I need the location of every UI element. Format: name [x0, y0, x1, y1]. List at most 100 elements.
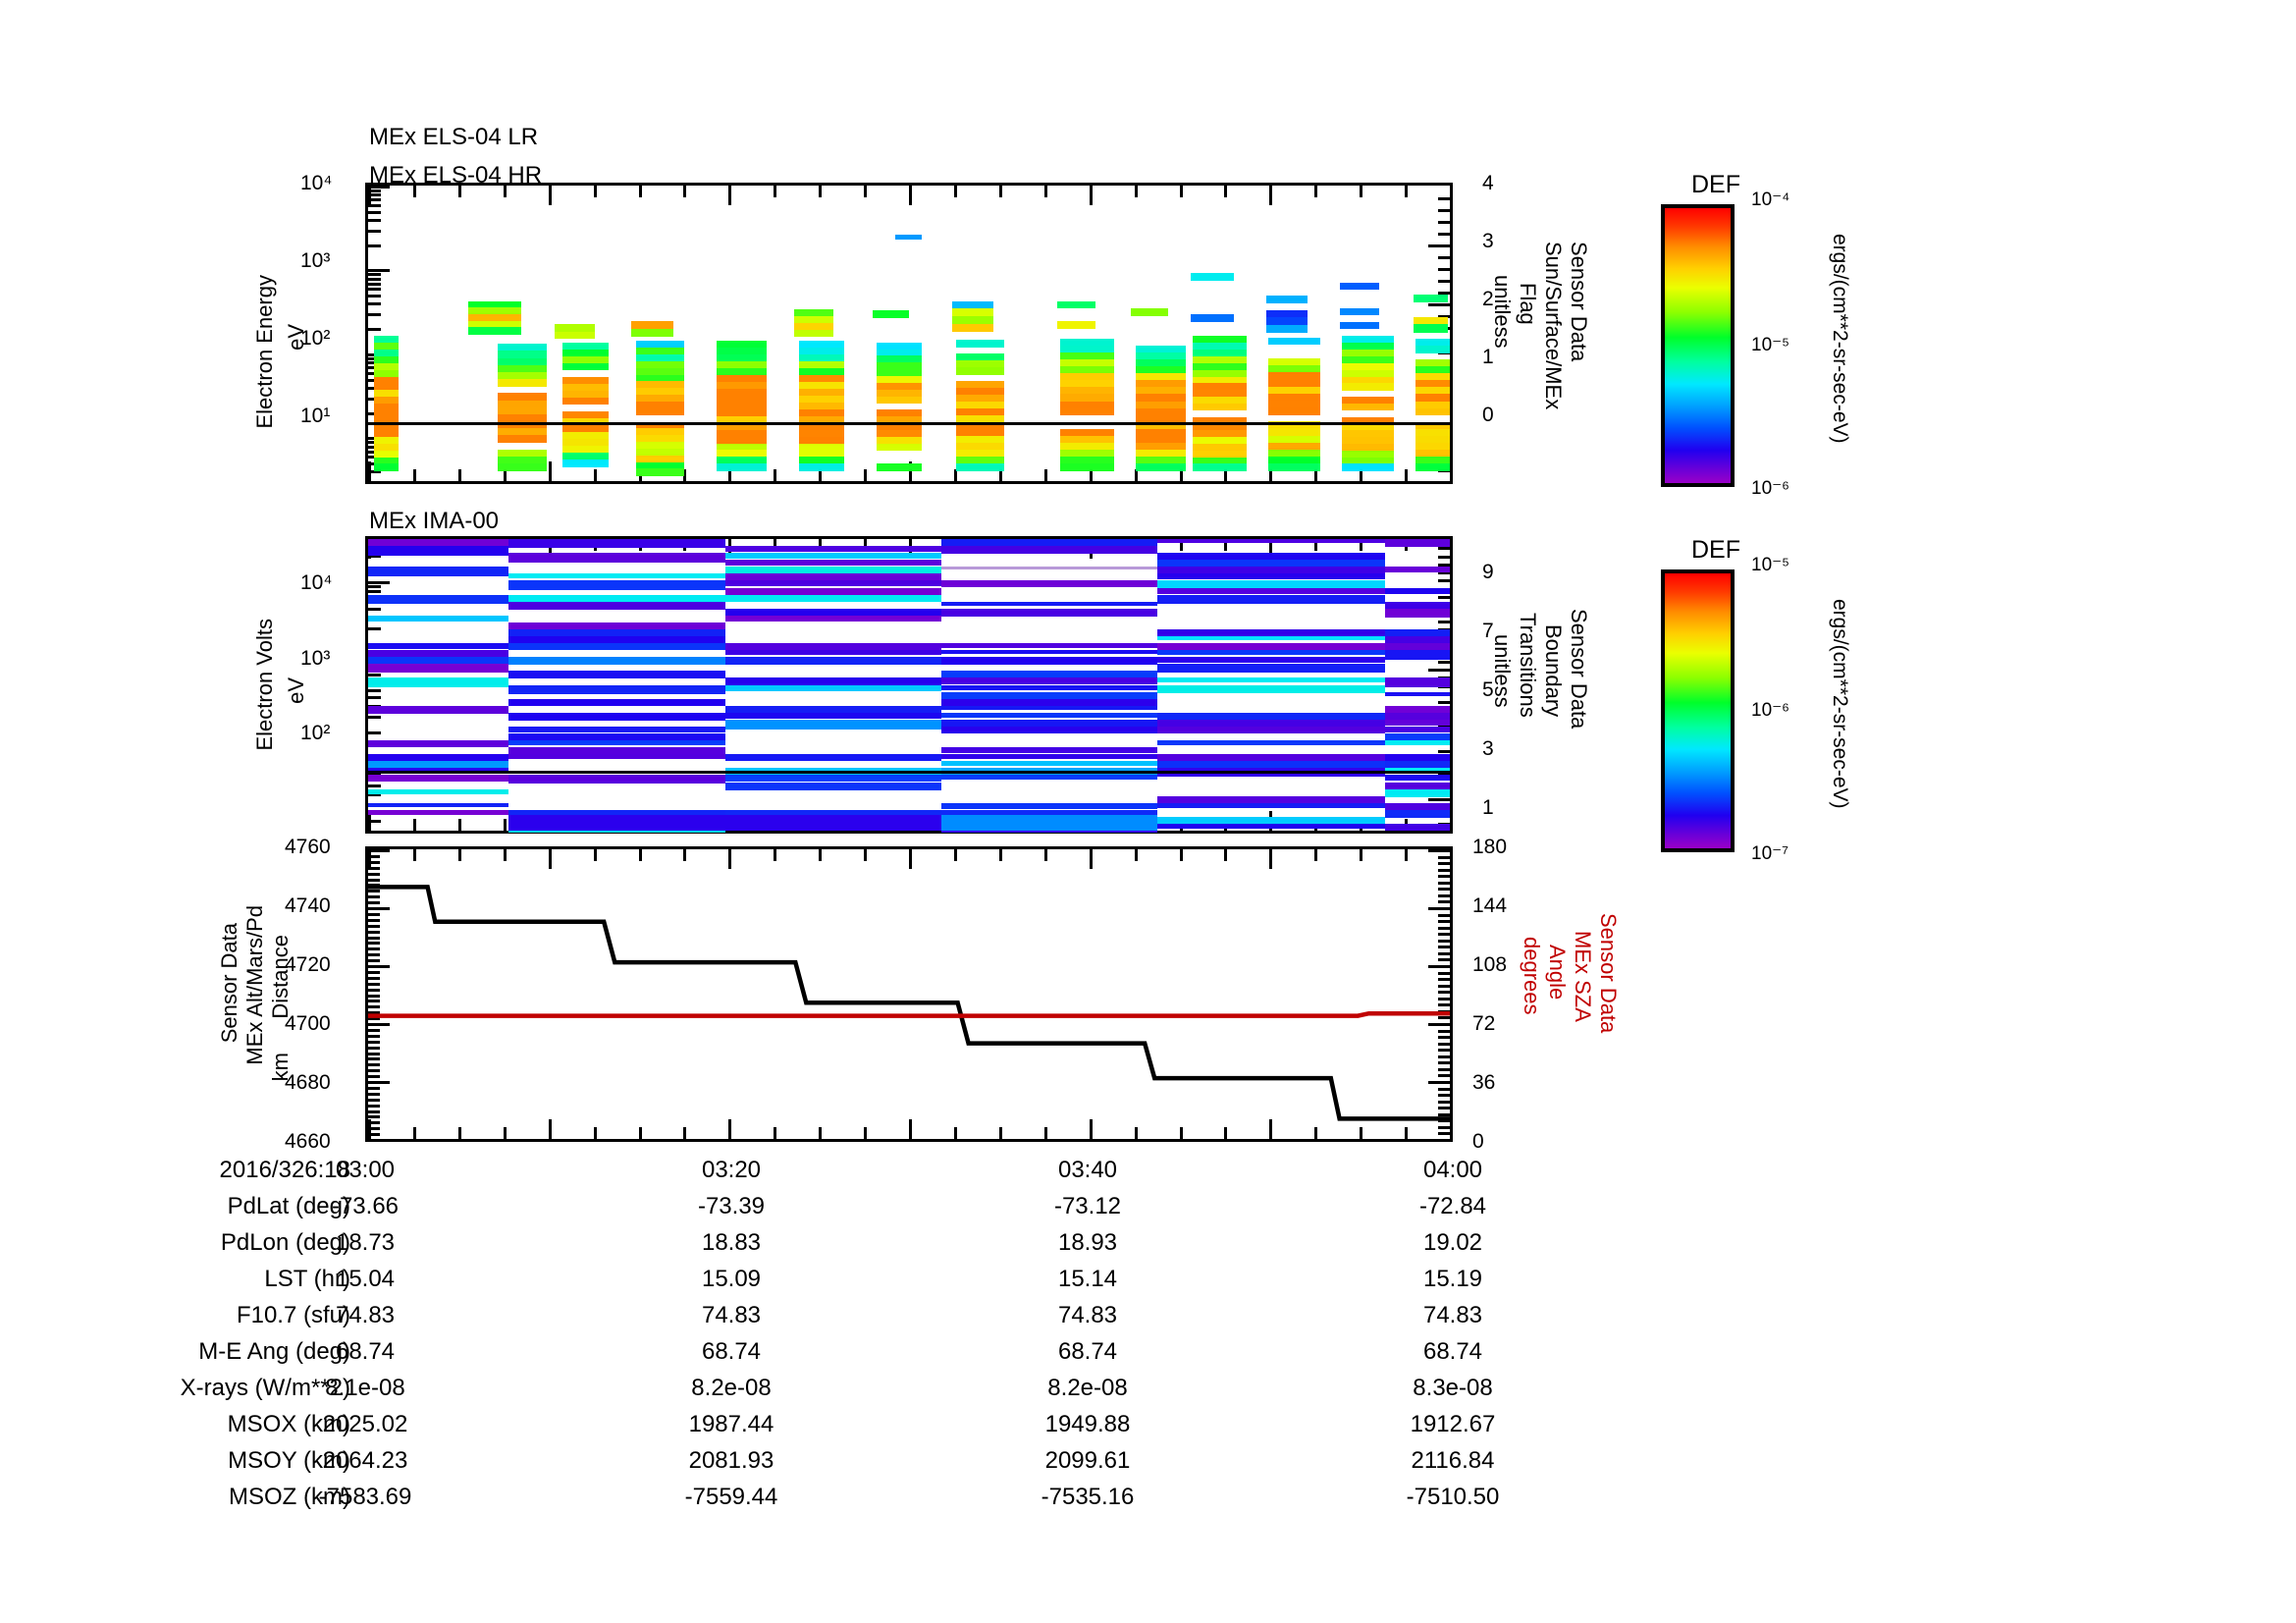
panel2-title: MEx IMA-00 — [369, 508, 500, 534]
axis-tick — [368, 211, 381, 214]
spectrogram-cell — [724, 587, 942, 598]
spectrogram-cell — [1415, 443, 1450, 451]
spectrogram-cell — [1157, 816, 1385, 825]
spectrogram-cell — [1157, 823, 1385, 830]
axis-tick — [1438, 985, 1450, 988]
table-cell: 68.74 — [335, 1338, 396, 1365]
table-cell: -73.39 — [697, 1193, 766, 1219]
axis-tick — [1438, 547, 1450, 550]
table-cell: -73.66 — [331, 1193, 400, 1219]
spectrogram-cell — [724, 650, 942, 656]
spectrogram-cell — [724, 712, 942, 720]
axis-tick — [819, 849, 822, 861]
axis-tick — [1428, 481, 1450, 484]
axis-tick — [368, 186, 390, 189]
axis-tick — [368, 189, 381, 192]
axis-tick — [1438, 888, 1450, 891]
axis-tick — [368, 959, 380, 962]
axis-tick — [368, 302, 381, 305]
spectrogram-cell — [1384, 636, 1450, 645]
axis-tick — [368, 608, 381, 611]
table-row-label: 2016/326:18 — [219, 1157, 350, 1183]
spectrogram-cell — [956, 443, 1004, 451]
spectrogram-cell — [716, 408, 767, 417]
spectrogram-cell — [1136, 428, 1187, 437]
axis-tick — [1438, 958, 1450, 961]
spectrogram-cell — [798, 382, 844, 390]
axis-tick — [504, 819, 507, 831]
spectrogram-cell — [1136, 394, 1187, 403]
spectrogram-cell — [1136, 435, 1187, 444]
spectrogram-cell — [1157, 628, 1385, 639]
spectrogram-cell — [468, 314, 522, 322]
axis-tick — [549, 1119, 552, 1139]
spectrogram-cell — [1060, 387, 1115, 396]
spectrogram-cell — [941, 802, 1158, 809]
spectrogram-cell — [716, 348, 767, 355]
spectrogram-cell — [562, 362, 609, 371]
spectrogram-cell — [1192, 443, 1247, 452]
axis-tick — [368, 861, 380, 864]
spectrogram-cell — [636, 348, 684, 355]
axis-tick — [1135, 849, 1138, 861]
spectrogram-cell — [1384, 782, 1450, 791]
spectrogram-cell — [1060, 366, 1115, 374]
els-spectrogram-panel[interactable] — [365, 183, 1453, 484]
axis-tick — [1314, 186, 1317, 197]
spectrogram-cell — [1136, 407, 1187, 416]
table-row: M-E Ang (deg) 68.74 68.74 68.74 68.74 — [0, 1338, 2296, 1375]
spectrogram-cell — [1192, 457, 1247, 465]
spectrogram-cell — [1267, 400, 1320, 408]
ima-spectrogram-panel[interactable] — [365, 536, 1453, 834]
spectrogram-cell — [1157, 587, 1385, 594]
axis-tick — [1438, 221, 1450, 224]
spectrogram-cell — [1157, 761, 1385, 770]
axis-tick — [1438, 280, 1450, 283]
table-row-label: F10.7 (sfu) — [236, 1302, 350, 1328]
spectrogram-cell — [1192, 430, 1247, 438]
spectrogram-cell — [636, 407, 684, 416]
panel2-right-label-transitions: Transitions — [1515, 613, 1540, 718]
spectrogram-cell — [876, 443, 923, 452]
spectrogram-cell — [1192, 355, 1247, 364]
axis-tick — [1438, 1113, 1450, 1116]
axis-tick — [413, 819, 416, 831]
spectrogram-cell — [1413, 316, 1448, 326]
spectrogram-cell — [724, 782, 942, 791]
spectrogram-cell — [368, 567, 509, 576]
axis-tick — [728, 186, 731, 205]
spectrogram-cell — [956, 395, 1004, 403]
table-cell: -72.84 — [1418, 1193, 1487, 1219]
spectrogram-cell — [1265, 295, 1308, 303]
spectrogram-cell — [1415, 428, 1450, 437]
axis-tick — [458, 1127, 461, 1139]
axis-tick — [368, 1023, 390, 1026]
axis-tick — [1135, 469, 1138, 481]
spectrogram-cell — [562, 397, 609, 406]
spectrogram-cell — [368, 677, 509, 688]
altitude-sza-panel[interactable] — [365, 846, 1453, 1142]
spectrogram-cell — [794, 309, 833, 317]
table-cell: 2099.61 — [1044, 1447, 1131, 1474]
spectrogram-cell — [716, 415, 767, 424]
spectrogram-cell — [941, 712, 1158, 718]
axis-tick — [368, 947, 380, 950]
spectrogram-cell — [956, 436, 1004, 444]
axis-tick — [1360, 186, 1362, 197]
axis-tick — [413, 469, 416, 481]
spectrogram-cell — [1157, 719, 1385, 728]
spectrogram-cell — [1157, 712, 1385, 722]
axis-tick — [1438, 1094, 1450, 1097]
spectrogram-cell — [1341, 369, 1394, 378]
axis-tick — [368, 811, 371, 831]
colorbar2-units: ergs/(cm**2-sr-sec-eV) — [1829, 599, 1851, 809]
axis-tick — [1438, 972, 1450, 975]
spectrogram-cell — [636, 461, 684, 470]
spectrogram-cell — [636, 455, 684, 463]
spectrogram-cell — [1267, 358, 1320, 366]
spectrogram-cell — [1384, 601, 1450, 610]
spectrogram-cell — [1341, 376, 1394, 384]
spectrogram-cell — [1157, 573, 1385, 580]
spectrogram-cell — [724, 684, 942, 692]
spectrogram-cell — [636, 468, 684, 476]
